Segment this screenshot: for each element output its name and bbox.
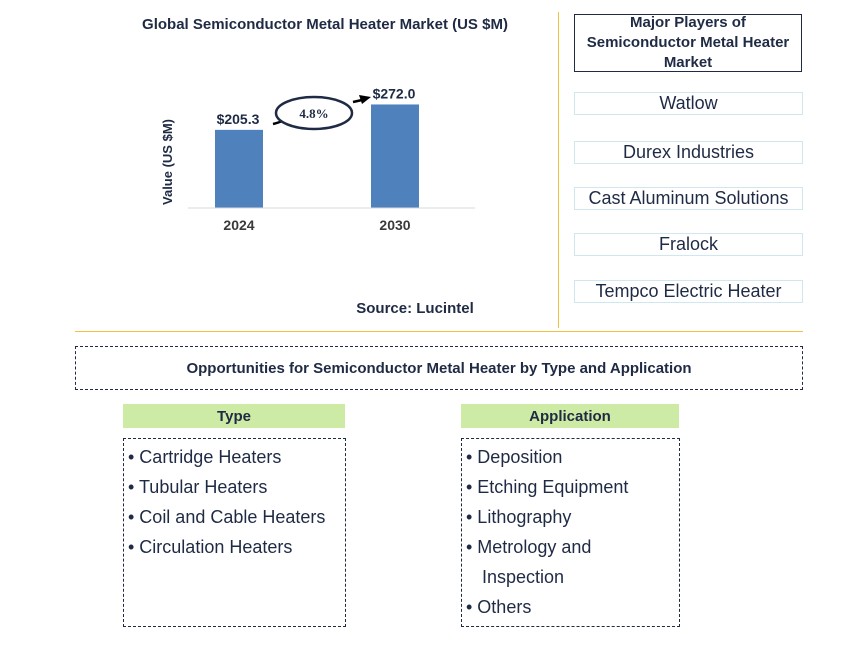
player-tempco-electric-heater: Tempco Electric Heater — [574, 280, 803, 303]
vertical-divider — [558, 12, 559, 328]
bar-2030 — [371, 104, 419, 208]
cagr-annotation: 4.8% — [272, 95, 371, 131]
horizontal-divider — [75, 331, 803, 332]
application-item: • Deposition — [466, 447, 563, 467]
players-header: Major Players of Semiconductor Metal Hea… — [574, 14, 802, 72]
application-list: • Deposition • Etching Equipment • Litho… — [461, 438, 680, 627]
application-item: • Others — [466, 597, 532, 617]
bar-chart: Value (US $M) 2024 2030 $205.3 $272.0 4.8% — [160, 85, 475, 233]
source-label: Source: Lucintel — [356, 300, 474, 317]
application-header: Application — [461, 404, 679, 428]
y-axis-label: Value (US $M) — [160, 119, 175, 205]
bar-2024 — [215, 129, 263, 208]
player-watlow: Watlow — [574, 92, 803, 115]
player-durex-industries: Durex Industries — [574, 141, 803, 164]
application-item: Inspection — [482, 567, 565, 587]
x-tick-label: 2024 — [223, 217, 254, 233]
type-list: • Cartridge Heaters • Tubular Heaters • … — [123, 438, 346, 627]
player-cast-aluminum-solutions: Cast Aluminum Solutions — [574, 187, 803, 210]
cagr-label: 4.8% — [299, 106, 328, 121]
type-item: • Cartridge Heaters — [128, 447, 282, 467]
type-header: Type — [123, 404, 345, 428]
cagr-ellipse — [274, 95, 354, 131]
application-item: • Etching Equipment — [466, 477, 629, 497]
type-item: • Tubular Heaters — [128, 477, 268, 497]
type-item: • Circulation Heaters — [128, 537, 293, 557]
data-label: $205.3 — [217, 111, 260, 127]
type-item: • Coil and Cable Heaters — [128, 507, 326, 527]
x-tick-label: 2030 — [379, 217, 410, 233]
player-fralock: Fralock — [574, 233, 803, 256]
application-item: • Metrology and — [466, 537, 592, 557]
data-label: $272.0 — [373, 85, 416, 101]
chart-title: Global Semiconductor Metal Heater Market… — [142, 16, 508, 33]
application-item: • Lithography — [466, 507, 572, 527]
opportunities-title: Opportunities for Semiconductor Metal He… — [75, 346, 803, 390]
